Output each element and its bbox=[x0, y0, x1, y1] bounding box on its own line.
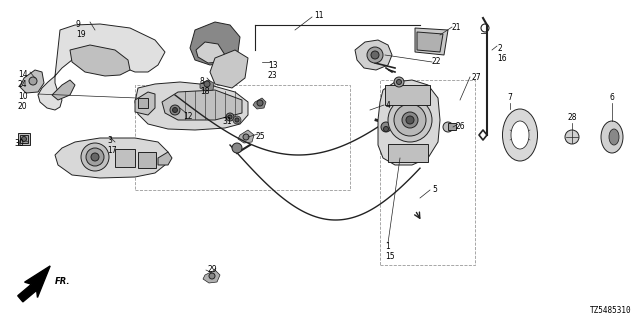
Text: 22: 22 bbox=[432, 58, 442, 67]
Text: 26: 26 bbox=[456, 122, 466, 131]
Polygon shape bbox=[52, 80, 75, 100]
Circle shape bbox=[381, 122, 391, 132]
Circle shape bbox=[443, 122, 453, 132]
Circle shape bbox=[397, 79, 401, 84]
Polygon shape bbox=[378, 80, 440, 165]
Ellipse shape bbox=[565, 130, 579, 144]
Text: 8
18: 8 18 bbox=[200, 77, 209, 96]
Polygon shape bbox=[38, 24, 165, 110]
Polygon shape bbox=[417, 32, 443, 52]
Circle shape bbox=[394, 77, 404, 87]
Polygon shape bbox=[135, 92, 155, 115]
Polygon shape bbox=[135, 82, 248, 130]
Circle shape bbox=[204, 81, 210, 87]
Polygon shape bbox=[415, 28, 448, 55]
Text: 25: 25 bbox=[255, 132, 264, 141]
Text: TZ5485310: TZ5485310 bbox=[590, 306, 632, 315]
Ellipse shape bbox=[502, 109, 538, 161]
Text: 7: 7 bbox=[508, 93, 513, 102]
Circle shape bbox=[91, 153, 99, 161]
Ellipse shape bbox=[601, 121, 623, 153]
Circle shape bbox=[29, 77, 37, 85]
Text: 3
17: 3 17 bbox=[107, 136, 116, 155]
Polygon shape bbox=[196, 42, 225, 63]
Polygon shape bbox=[203, 270, 220, 283]
Text: 21: 21 bbox=[452, 22, 461, 31]
Circle shape bbox=[228, 115, 232, 119]
Text: 4: 4 bbox=[386, 100, 391, 109]
Bar bbox=[380, 80, 475, 265]
Text: 6: 6 bbox=[609, 93, 614, 102]
Bar bbox=[115, 149, 135, 167]
Text: 29: 29 bbox=[208, 266, 218, 275]
Text: 12: 12 bbox=[183, 112, 193, 121]
Ellipse shape bbox=[609, 129, 619, 145]
Polygon shape bbox=[158, 152, 172, 165]
Polygon shape bbox=[200, 80, 214, 91]
Polygon shape bbox=[355, 40, 392, 70]
Circle shape bbox=[383, 126, 388, 132]
Circle shape bbox=[402, 112, 418, 128]
Circle shape bbox=[170, 105, 180, 115]
Text: 31: 31 bbox=[222, 117, 232, 126]
Text: 28: 28 bbox=[567, 113, 577, 122]
Circle shape bbox=[22, 137, 26, 141]
Polygon shape bbox=[70, 45, 130, 76]
Text: 27: 27 bbox=[472, 73, 482, 82]
Circle shape bbox=[233, 116, 241, 124]
Circle shape bbox=[173, 108, 177, 113]
Text: 10
20: 10 20 bbox=[18, 92, 28, 111]
Circle shape bbox=[367, 47, 383, 63]
Circle shape bbox=[406, 116, 414, 124]
Circle shape bbox=[81, 143, 109, 171]
Circle shape bbox=[394, 104, 426, 136]
Polygon shape bbox=[253, 98, 266, 109]
Text: 13
23: 13 23 bbox=[268, 61, 278, 80]
Polygon shape bbox=[190, 22, 240, 65]
Bar bbox=[20, 135, 28, 143]
Circle shape bbox=[232, 143, 242, 153]
Polygon shape bbox=[162, 90, 242, 120]
Circle shape bbox=[209, 273, 215, 279]
Bar bbox=[448, 123, 456, 130]
Polygon shape bbox=[210, 50, 248, 88]
Bar bbox=[388, 144, 428, 162]
Text: 11: 11 bbox=[314, 12, 323, 20]
Bar bbox=[385, 85, 430, 105]
Circle shape bbox=[371, 51, 379, 59]
Bar bbox=[135, 85, 350, 190]
Bar bbox=[138, 152, 156, 168]
Ellipse shape bbox=[511, 121, 529, 149]
Polygon shape bbox=[55, 138, 168, 178]
Text: 5: 5 bbox=[432, 186, 437, 195]
Bar bbox=[18, 133, 30, 145]
Text: 30: 30 bbox=[14, 139, 24, 148]
Text: 1
15: 1 15 bbox=[385, 242, 395, 261]
Text: 14
24: 14 24 bbox=[18, 70, 28, 89]
Text: 9
19: 9 19 bbox=[76, 20, 86, 39]
Polygon shape bbox=[18, 266, 50, 302]
Circle shape bbox=[243, 134, 249, 140]
Circle shape bbox=[388, 98, 432, 142]
Polygon shape bbox=[20, 70, 44, 93]
Text: 2
16: 2 16 bbox=[497, 44, 507, 63]
Circle shape bbox=[257, 100, 263, 106]
Polygon shape bbox=[238, 130, 254, 143]
Circle shape bbox=[235, 118, 239, 122]
Circle shape bbox=[226, 113, 234, 121]
Bar bbox=[138, 98, 148, 108]
Text: FR.: FR. bbox=[55, 277, 70, 286]
Circle shape bbox=[86, 148, 104, 166]
